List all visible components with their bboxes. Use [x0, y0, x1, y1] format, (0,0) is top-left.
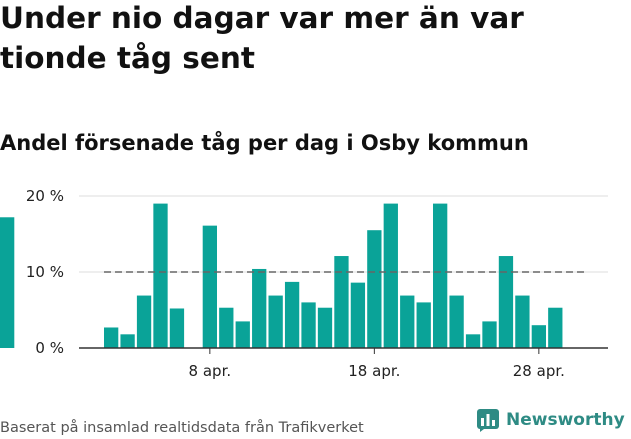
bar — [317, 307, 333, 348]
bar-chart: 0 % 10 % 20 % 8 apr. 18 apr. 28 apr. — [0, 187, 608, 380]
bar — [268, 295, 283, 348]
brand-name: Newsworthy — [506, 410, 625, 430]
newsworthy-logo-icon — [477, 409, 499, 432]
brand-logo: Newsworthy — [476, 408, 625, 432]
bar — [284, 281, 300, 348]
bar — [252, 268, 267, 348]
bar — [515, 295, 530, 348]
bar — [465, 334, 481, 348]
x-tick-label: 18 apr. — [348, 362, 400, 380]
axes: 0 % 10 % 20 % 8 apr. 18 apr. 28 apr. — [26, 187, 608, 380]
x-tick-label: 8 apr. — [189, 362, 232, 380]
y-tick-label: 10 % — [26, 263, 64, 281]
bar — [367, 230, 382, 348]
bars — [0, 203, 563, 348]
bar — [449, 295, 464, 348]
bar — [104, 327, 119, 348]
x-tick-label: 28 apr. — [513, 362, 565, 380]
y-tick-label: 0 % — [35, 339, 64, 357]
bar — [0, 217, 15, 348]
bar — [219, 307, 234, 348]
bar — [498, 256, 514, 348]
bar — [120, 334, 135, 348]
chart-subtitle: Andel försenade tåg per dag i Osby kommu… — [0, 131, 529, 155]
bar — [531, 325, 546, 348]
bar — [202, 225, 217, 348]
bar — [433, 203, 448, 348]
headline: Under nio dagar var mer än var tionde tå… — [0, 1, 524, 75]
bar — [400, 295, 415, 348]
y-tick-label: 20 % — [26, 187, 64, 205]
bar — [136, 295, 152, 348]
bar — [416, 302, 431, 348]
bar — [482, 321, 497, 348]
bar — [169, 308, 185, 348]
bar — [235, 321, 250, 348]
bar — [301, 302, 316, 348]
source-note: Baserat på insamlad realtidsdata från Tr… — [0, 420, 364, 436]
bar — [334, 256, 349, 348]
bar — [153, 203, 168, 348]
bar — [548, 307, 563, 348]
bar — [350, 282, 366, 348]
bar — [383, 203, 398, 348]
